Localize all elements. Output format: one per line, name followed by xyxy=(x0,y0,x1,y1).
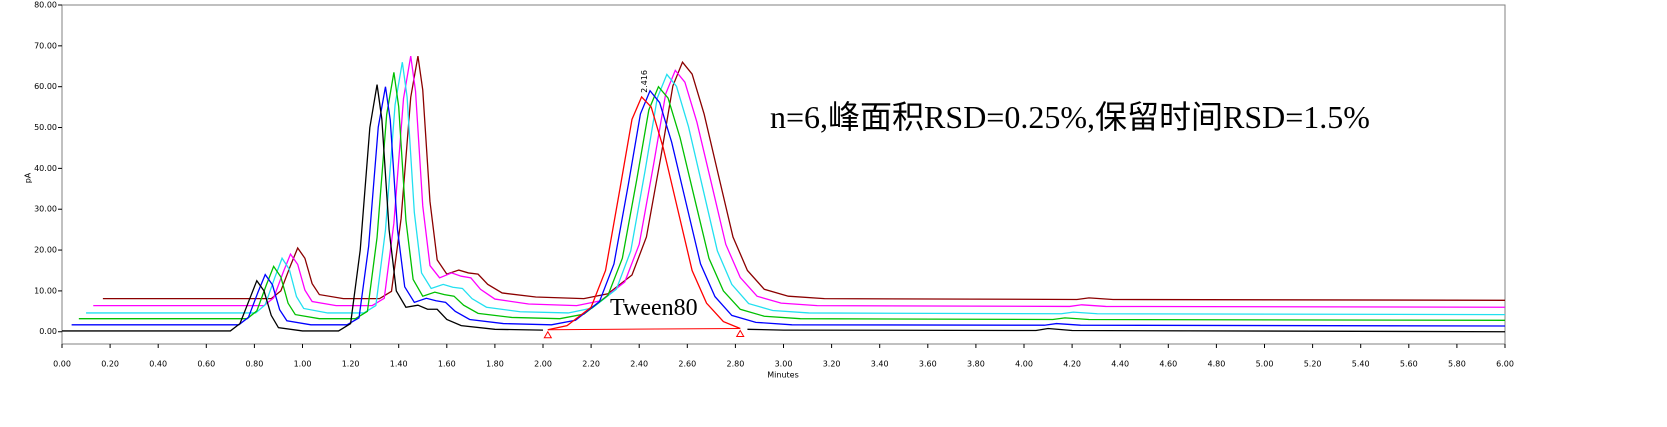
x-tick-label: 0.20 xyxy=(101,360,119,369)
series-line xyxy=(86,62,1506,316)
x-tick-label: 1.00 xyxy=(294,360,312,369)
x-tick-label: 4.80 xyxy=(1207,360,1225,369)
y-tick-label: 30.00 xyxy=(34,205,57,214)
x-tick-label: 2.60 xyxy=(678,360,696,369)
integration-baseline xyxy=(547,327,741,331)
x-tick-label: 3.80 xyxy=(967,360,985,369)
x-tick-label: 4.60 xyxy=(1159,360,1177,369)
x-tick-label: 4.40 xyxy=(1111,360,1129,369)
x-tick-label: 4.00 xyxy=(1015,360,1033,369)
y-tick-label: 10.00 xyxy=(34,286,57,295)
peak-label: 2.416 xyxy=(640,70,649,93)
x-tick-label: 5.60 xyxy=(1400,360,1418,369)
series-line xyxy=(62,84,1506,333)
chart-background xyxy=(0,0,1512,400)
x-tick-label: 6.00 xyxy=(1496,360,1514,369)
y-tick-label: 60.00 xyxy=(34,82,57,91)
x-tick-label: 0.80 xyxy=(245,360,263,369)
x-tick-label: 2.80 xyxy=(726,360,744,369)
x-tick-label: 5.80 xyxy=(1448,360,1466,369)
x-tick-label: 2.00 xyxy=(534,360,552,369)
x-tick-label: 1.60 xyxy=(438,360,456,369)
integration-marker xyxy=(543,330,553,339)
integration-marker xyxy=(735,329,745,337)
x-tick-label: 4.20 xyxy=(1063,360,1081,369)
x-tick-label: 0.40 xyxy=(149,360,167,369)
x-tick-label: 1.20 xyxy=(342,360,360,369)
x-tick-label: 1.80 xyxy=(486,360,504,369)
x-tick-label: 3.20 xyxy=(823,360,841,369)
x-tick-label: 3.60 xyxy=(919,360,937,369)
y-tick-label: 80.00 xyxy=(34,1,57,10)
series-line xyxy=(102,55,1506,301)
x-tick-label: 0.60 xyxy=(197,360,215,369)
x-tick-label: 0.00 xyxy=(53,360,71,369)
series-line xyxy=(547,95,741,331)
x-tick-label: 5.20 xyxy=(1304,360,1322,369)
x-tick-label: 2.40 xyxy=(630,360,648,369)
x-tick-label: 2.20 xyxy=(582,360,600,369)
series-line xyxy=(71,86,1506,327)
y-tick-label: 40.00 xyxy=(34,164,57,173)
x-tick-label: 1.40 xyxy=(390,360,408,369)
y-tick-label: 20.00 xyxy=(34,246,57,255)
x-tick-label: 5.40 xyxy=(1352,360,1370,369)
series-line xyxy=(93,55,1506,308)
annotation-note: n=6,峰面积RSD=0.25%,保留时间RSD=1.5% xyxy=(770,99,1370,135)
x-tick-label: 5.00 xyxy=(1256,360,1274,369)
y-tick-label: 50.00 xyxy=(34,123,57,132)
x-tick-label: 3.40 xyxy=(871,360,889,369)
x-axis-label: Minutes xyxy=(767,371,799,380)
y-tick-label: 70.00 xyxy=(34,41,57,50)
peak-name: Tween80 xyxy=(610,295,698,321)
y-axis-label: pA xyxy=(24,172,33,183)
y-tick-label: 0.00 xyxy=(39,327,57,336)
series-line xyxy=(78,72,1506,321)
x-tick-label: 3.00 xyxy=(775,360,793,369)
